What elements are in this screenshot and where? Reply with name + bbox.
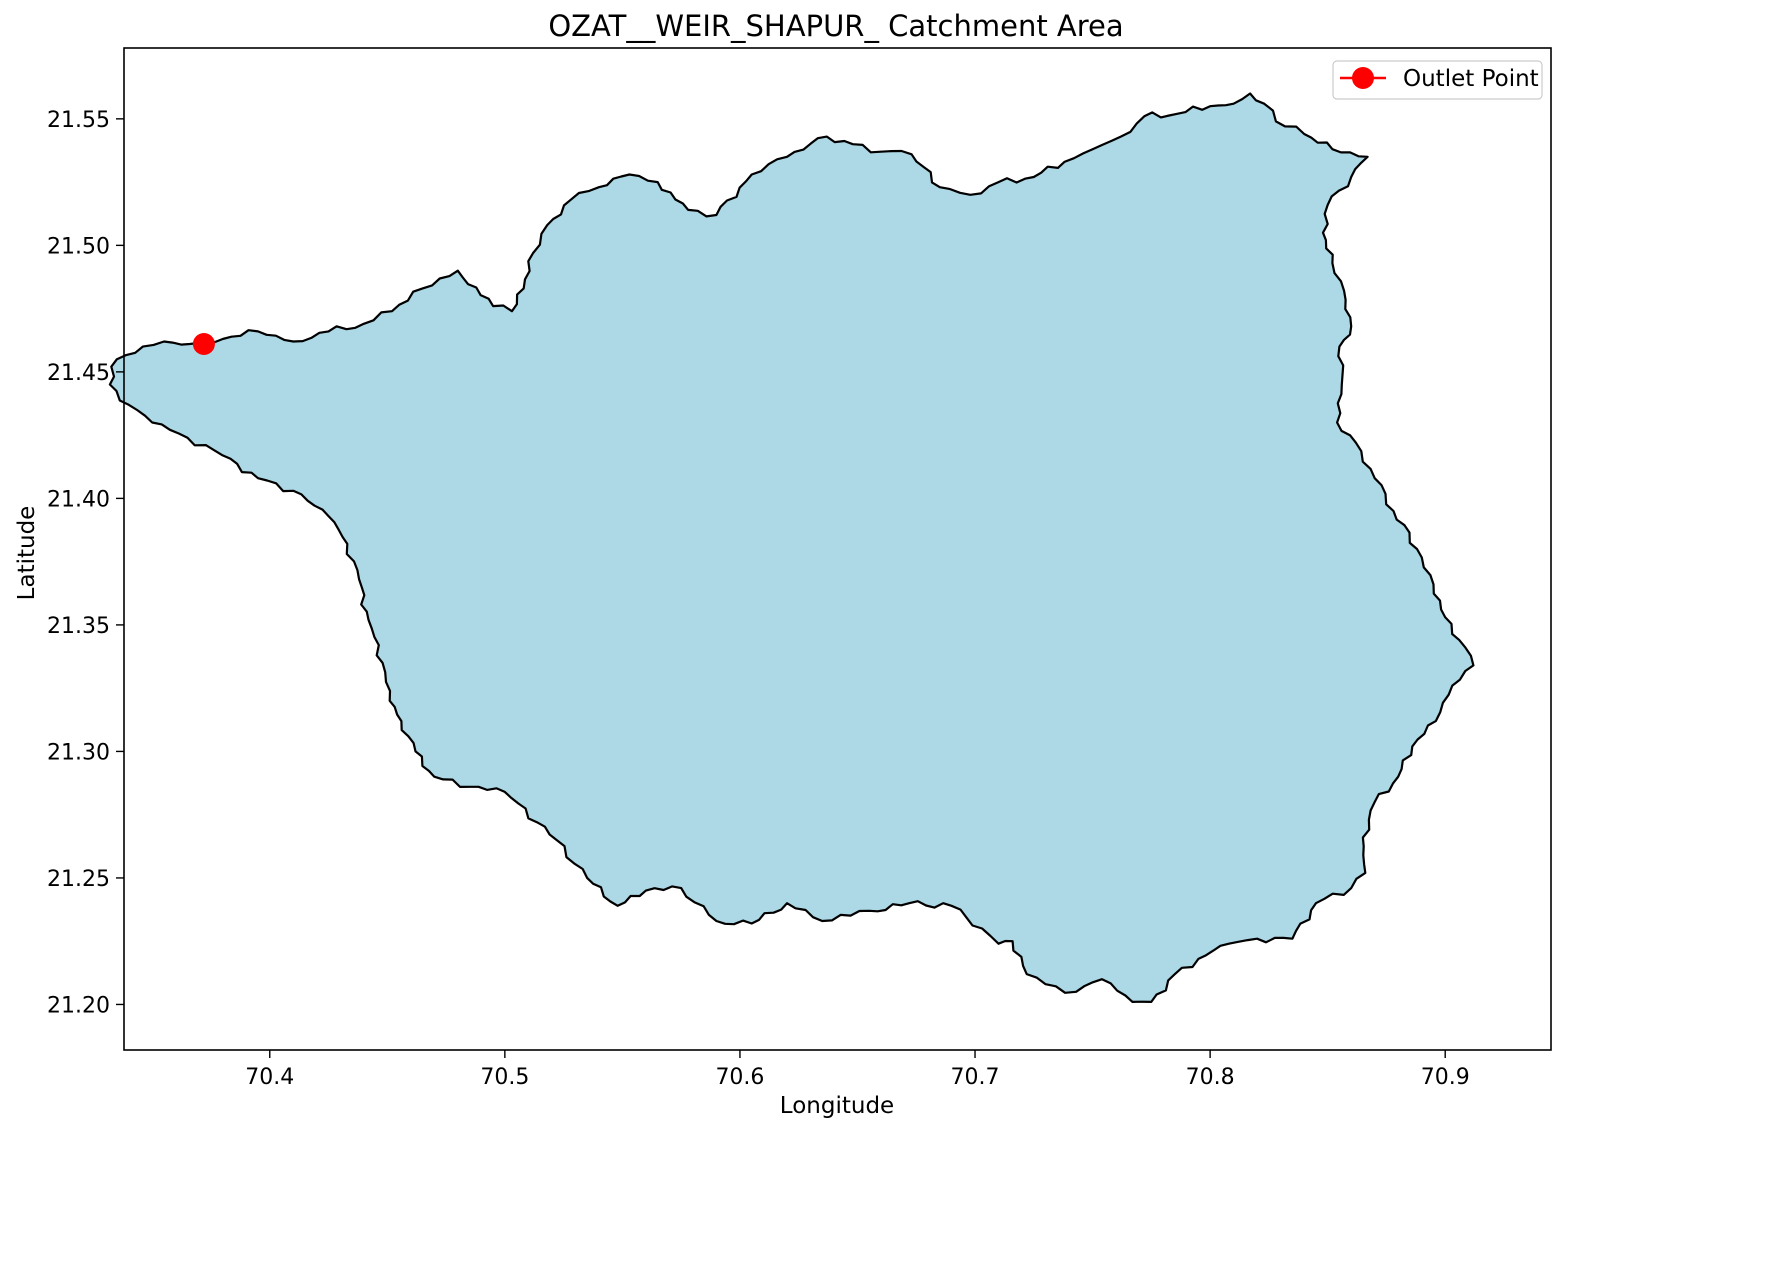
x-axis-ticks: 70.4 70.5 70.6 70.7 70.8 70.9 [245, 1050, 1470, 1090]
legend: Outlet Point [1332, 60, 1543, 100]
x-tick-label: 70.9 [1421, 1065, 1470, 1090]
y-tick-label: 21.25 [47, 867, 110, 892]
plot-area [108, 92, 1475, 1003]
x-axis-label: Longitude [780, 1093, 894, 1119]
y-tick-label: 21.35 [47, 614, 110, 639]
y-tick-label: 21.50 [47, 234, 110, 259]
legend-marker-swatch [1352, 67, 1374, 89]
x-tick-label: 70.5 [480, 1065, 529, 1090]
y-axis-label: Latitude [14, 506, 40, 601]
legend-entry-outlet-point: Outlet Point [1403, 66, 1539, 92]
y-tick-label: 21.45 [47, 361, 110, 386]
y-tick-label: 21.40 [47, 487, 110, 512]
catchment-polygon [108, 92, 1475, 1003]
x-tick-label: 70.7 [951, 1065, 1000, 1090]
y-tick-label: 21.30 [47, 740, 110, 765]
x-tick-label: 70.4 [245, 1065, 294, 1090]
x-tick-label: 70.8 [1186, 1065, 1235, 1090]
legend-box [1332, 60, 1543, 100]
axes-frame [123, 47, 1552, 1051]
y-tick-label: 21.20 [47, 993, 110, 1018]
outlet-point-marker [192, 333, 215, 355]
y-axis-ticks: 21.20 21.25 21.30 21.35 21.40 21.45 21.50 21.55 [47, 108, 124, 1018]
chart-title: OZAT__WEIR_SHAPUR_ Catchment Area [548, 9, 1123, 43]
y-tick-label: 21.55 [47, 108, 110, 133]
x-tick-label: 70.6 [715, 1065, 764, 1090]
